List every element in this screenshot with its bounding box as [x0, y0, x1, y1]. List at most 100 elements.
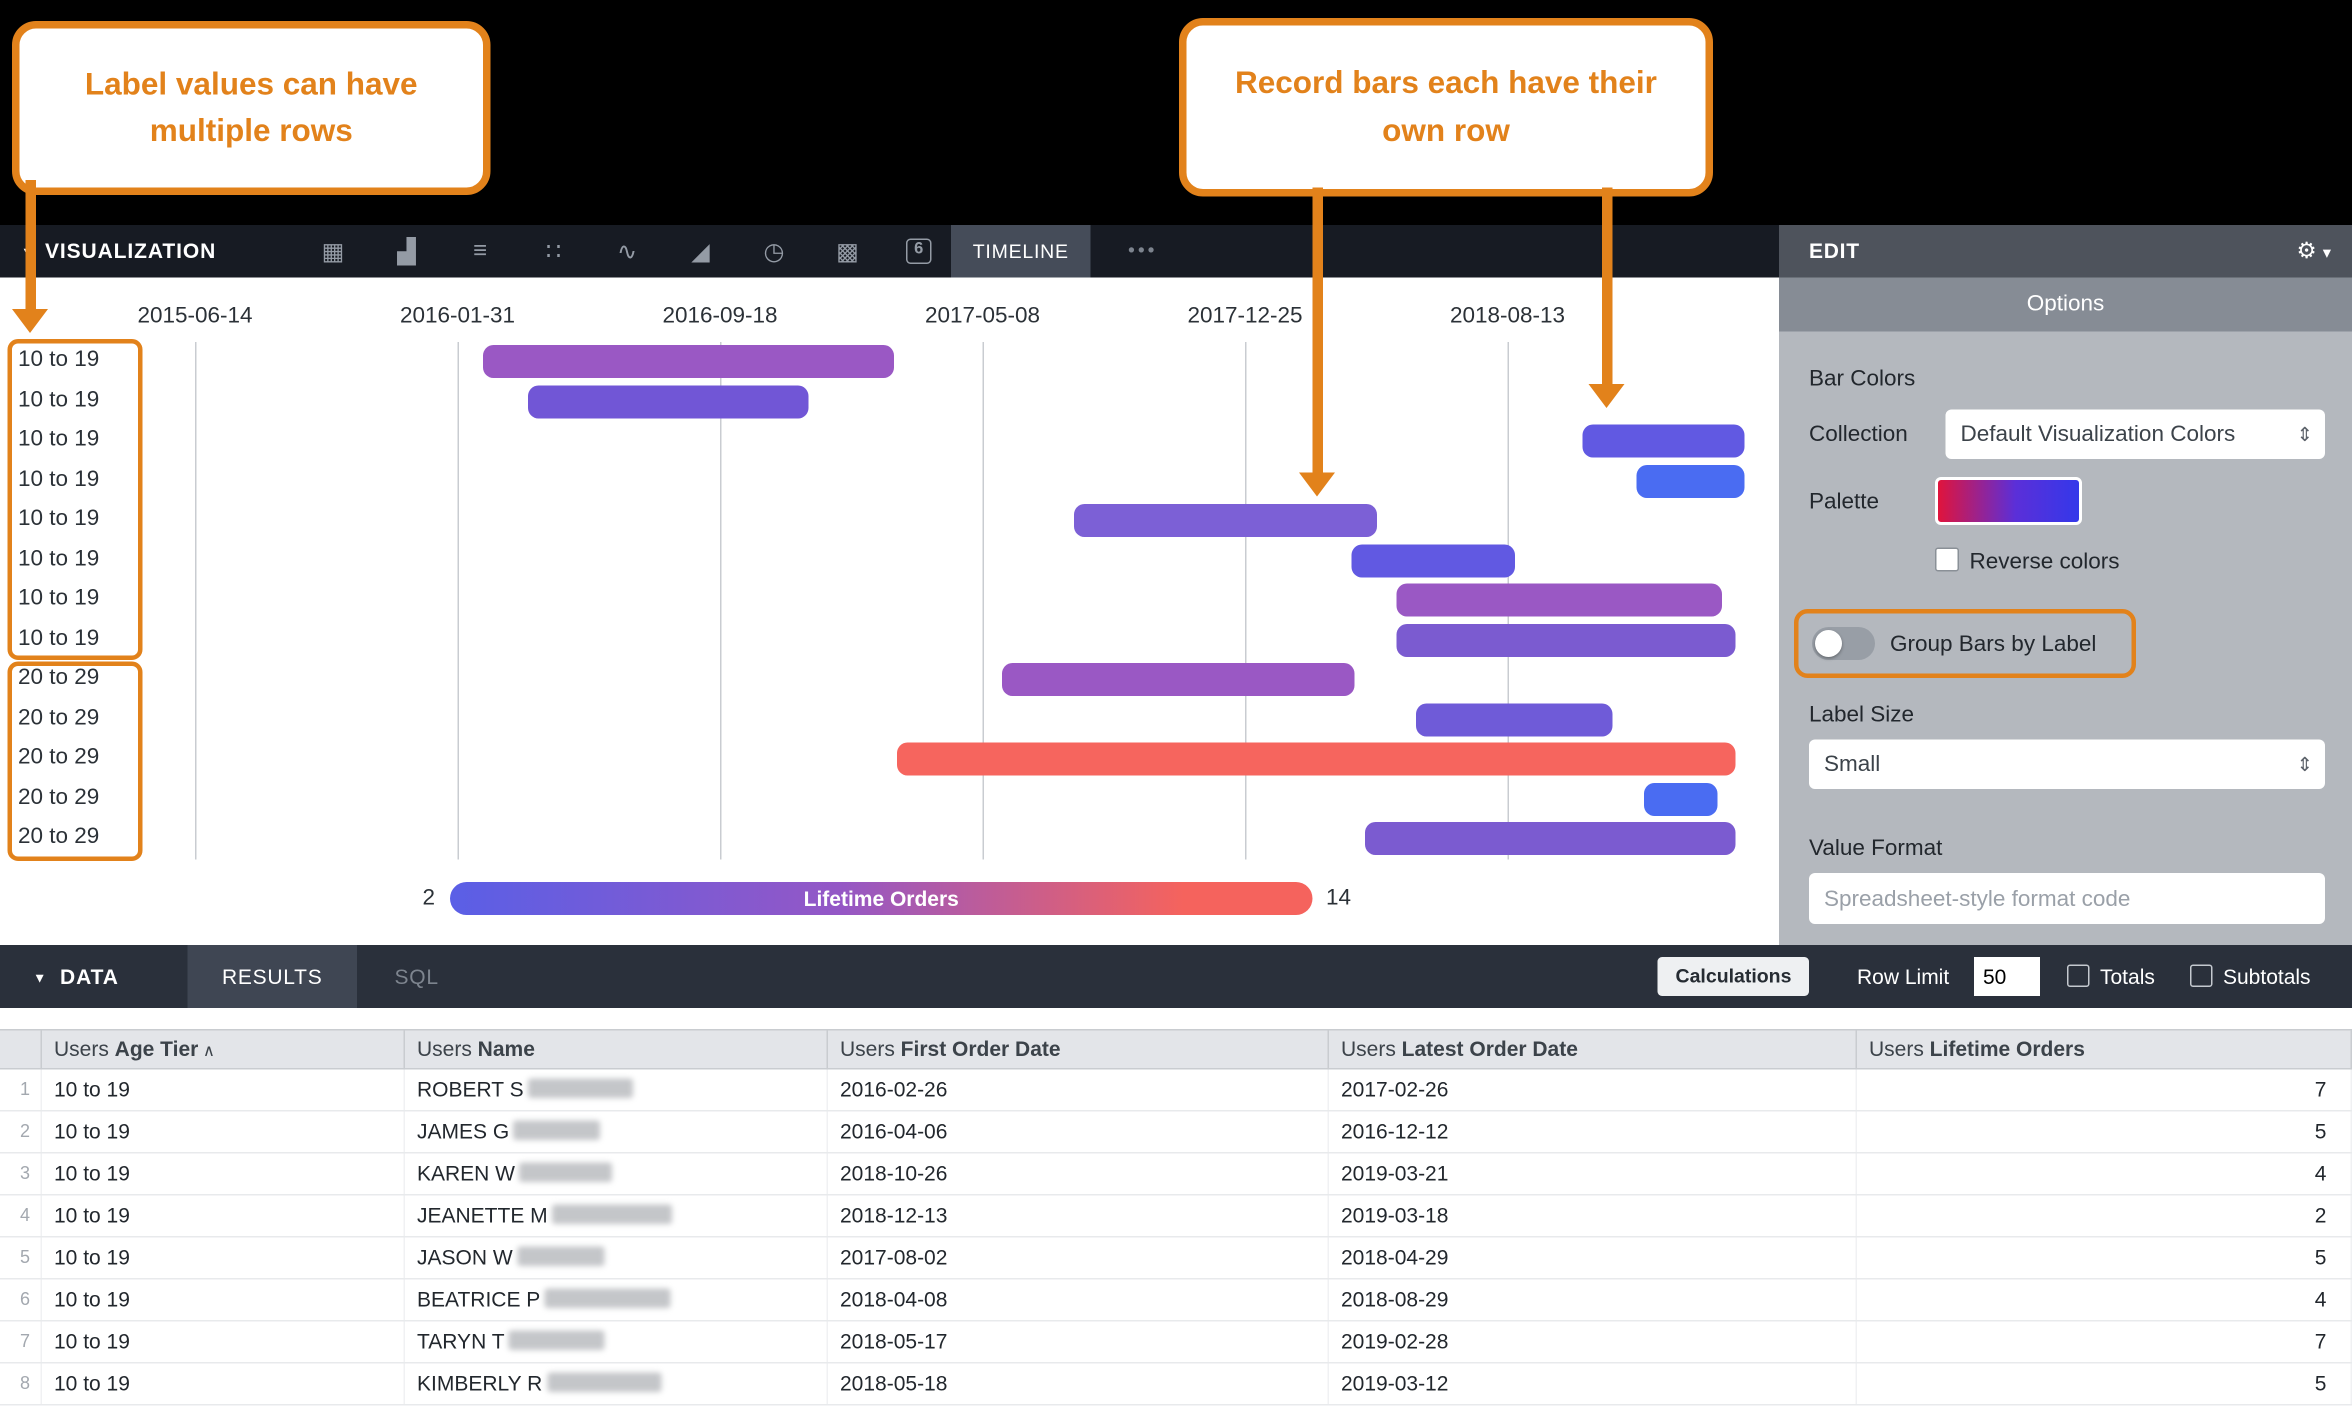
tab-sql[interactable]: SQL [394, 964, 439, 989]
name-cell: BEATRICE P [405, 1279, 828, 1320]
row-number: 1 [0, 1069, 42, 1110]
tab-timeline[interactable]: TIMELINE [951, 225, 1091, 278]
select-updown-icon: ⇕ [2296, 753, 2313, 776]
lifetime-orders-cell: 5 [1857, 1237, 2352, 1278]
line-chart-icon[interactable]: ∿ [616, 239, 638, 265]
palette-swatch[interactable] [1935, 477, 2082, 525]
table-row[interactable]: 7 10 to 19 TARYN T 2018-05-17 2019-02-28 7 [0, 1321, 2352, 1364]
visualization-bar: ▼ VISUALIZATION ▦▟≡∷∿◢◷▩6 TIMELINE ••• [0, 225, 1779, 278]
value-format-input[interactable] [1809, 873, 2325, 924]
timeline-bar[interactable] [528, 384, 809, 418]
row-limit-input[interactable] [1974, 957, 2040, 996]
timeline-bar[interactable] [1636, 464, 1745, 498]
single-value-icon[interactable]: 6 [906, 238, 932, 264]
value-format-label: Value Format [1809, 835, 1943, 862]
table-row[interactable]: 2 10 to 19 JAMES G 2016-04-06 2016-12-12 5 [0, 1111, 2352, 1154]
timeline-bar[interactable] [483, 345, 894, 378]
timeline-bar[interactable] [897, 743, 1736, 777]
axis-date-label: 2015-06-14 [137, 303, 253, 329]
column-header[interactable]: Users First Order Date [828, 1030, 1329, 1068]
timeline-bar[interactable] [1416, 703, 1613, 737]
age-tier-cell: 10 to 19 [42, 1111, 405, 1152]
group-bars-toggle[interactable] [1812, 627, 1875, 660]
first-order-date-cell: 2017-08-02 [828, 1237, 1329, 1278]
timeline-bar[interactable] [1351, 544, 1515, 578]
table-row[interactable]: 1 10 to 19 ROBERT S 2016-02-26 2017-02-26 7 [0, 1069, 2352, 1112]
label-size-select[interactable]: Small ⇕ [1809, 739, 2325, 789]
column-header[interactable]: Users Name [405, 1030, 828, 1068]
tab-results[interactable]: RESULTS [187, 945, 357, 1008]
edit-settings-button[interactable]: ⚙ ▾ [2296, 237, 2331, 265]
column-chart-icon[interactable]: ▟ [397, 239, 416, 265]
timeline-bar[interactable] [1396, 583, 1722, 617]
more-viz-types-button[interactable]: ••• [1128, 238, 1158, 262]
name-cell: KIMBERLY R [405, 1363, 828, 1404]
data-collapse-caret-icon[interactable]: ▼ [33, 970, 47, 986]
table-row[interactable]: 5 10 to 19 JASON W 2017-08-02 2018-04-29 5 [0, 1237, 2352, 1280]
first-order-date-cell: 2018-10-26 [828, 1153, 1329, 1194]
arrow-to-labels [24, 180, 36, 309]
table-row[interactable]: 3 10 to 19 KAREN W 2018-10-26 2019-03-21 4 [0, 1153, 2352, 1196]
age-tier-cell: 10 to 19 [42, 1321, 405, 1362]
legend-bar: Lifetime Orders [450, 882, 1313, 915]
subtotals-checkbox[interactable] [2190, 964, 2213, 987]
table-row[interactable]: 8 10 to 19 KIMBERLY R 2018-05-18 2019-03-12 5 [0, 1363, 2352, 1406]
timeline-bar[interactable] [1582, 424, 1745, 458]
table-row[interactable]: 6 10 to 19 BEATRICE P 2018-04-08 2018-08-29 4 [0, 1279, 2352, 1322]
first-order-date-cell: 2018-05-17 [828, 1321, 1329, 1362]
tab-options[interactable]: Options [1779, 277, 2352, 332]
timeline-row-label: 10 to 19 [18, 505, 100, 532]
column-header[interactable]: Users Lifetime Orders [1857, 1030, 2352, 1068]
name-cell: KAREN W [405, 1153, 828, 1194]
age-tier-cell: 10 to 19 [42, 1237, 405, 1278]
reverse-colors-label: Reverse colors [1969, 549, 2120, 575]
collection-select[interactable]: Default Visualization Colors ⇕ [1945, 409, 2325, 459]
data-title[interactable]: DATA [60, 964, 119, 989]
latest-order-date-cell: 2019-02-28 [1329, 1321, 1857, 1362]
latest-order-date-cell: 2018-04-29 [1329, 1237, 1857, 1278]
arrow-to-bar-1 [1311, 187, 1323, 473]
column-header[interactable]: Users Age Tier ∧ [42, 1030, 405, 1068]
sort-asc-icon: ∧ [202, 1042, 215, 1061]
column-header[interactable]: Users Latest Order Date [1329, 1030, 1857, 1068]
first-order-date-cell: 2018-12-13 [828, 1195, 1329, 1236]
visualization-title[interactable]: VISUALIZATION [45, 238, 217, 263]
scatter-icon[interactable]: ∷ [545, 239, 562, 265]
row-number: 5 [0, 1237, 42, 1278]
first-order-date-cell: 2016-02-26 [828, 1069, 1329, 1110]
timeline-bar[interactable] [1644, 782, 1718, 816]
bar-chart-icon[interactable]: ≡ [472, 237, 488, 264]
reverse-colors-checkbox[interactable] [1935, 547, 1959, 572]
table-row[interactable]: 4 10 to 19 JEANETTE M 2018-12-13 2019-03-18 2 [0, 1195, 2352, 1238]
timeline-bar[interactable] [1396, 623, 1736, 657]
timeline-bar[interactable] [1365, 822, 1736, 856]
pie-chart-icon[interactable]: ◷ [763, 239, 785, 265]
map-icon[interactable]: ▩ [836, 239, 859, 265]
row-number: 7 [0, 1321, 42, 1362]
totals-checkbox[interactable] [2067, 964, 2090, 987]
gridline [982, 342, 984, 860]
name-visible-text: JASON W [417, 1245, 513, 1269]
column-header-prefix: Users [1341, 1036, 1402, 1061]
lifetime-orders-cell: 7 [1857, 1321, 2352, 1362]
area-chart-icon[interactable]: ◢ [691, 239, 710, 265]
name-cell: JAMES G [405, 1111, 828, 1152]
data-bar: ▼ DATA RESULTS SQL Calculations Row Limi… [0, 945, 2352, 1008]
group-bars-highlight [1794, 609, 2136, 678]
edit-title: EDIT [1809, 238, 1860, 263]
gear-icon[interactable]: ⚙ [2296, 238, 2317, 265]
timeline-row-label: 10 to 19 [18, 465, 100, 492]
edit-panel: EDIT ⚙ ▾ Options Bar Colors Collection De… [1779, 225, 2352, 945]
timeline-row-label: 10 to 19 [18, 625, 100, 651]
timeline-chart: 2015-06-14 2016-01-31 2016-09-18 2017-05-08… [0, 277, 1779, 945]
timeline-bar[interactable] [1002, 663, 1355, 697]
timeline-bar[interactable] [1074, 504, 1377, 538]
redacted-name-block [552, 1204, 673, 1224]
name-visible-text: JEANETTE M [417, 1203, 548, 1227]
table-icon[interactable]: ▦ [321, 239, 345, 265]
select-updown-icon: ⇕ [2296, 423, 2313, 446]
latest-order-date-cell: 2019-03-18 [1329, 1195, 1857, 1236]
calculations-button[interactable]: Calculations [1657, 957, 1810, 996]
column-header [0, 1030, 42, 1068]
axis-date-label: 2016-01-31 [399, 303, 516, 329]
